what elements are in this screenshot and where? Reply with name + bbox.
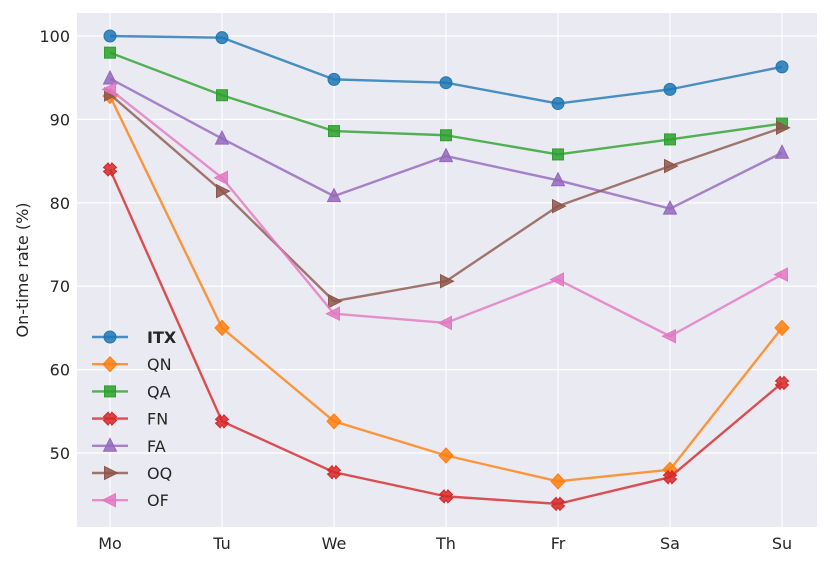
x-tick-label-we: We: [322, 534, 347, 553]
point-qa-fr: [552, 148, 564, 161]
point-qa-th: [440, 129, 452, 142]
point-fn-fr: [550, 496, 566, 512]
legend: ITX QN QA FN FA OQ OF: [92, 328, 177, 510]
point-qn-th: [438, 447, 454, 464]
point-of-we: [325, 306, 340, 322]
point-fa-mo: [102, 69, 118, 85]
point-itx-su: [775, 60, 789, 74]
x-tick-label-tu: Tu: [212, 534, 230, 553]
legend-label-fa: FA: [147, 437, 166, 456]
point-qa-mo: [104, 46, 116, 59]
point-qn-su: [774, 319, 790, 337]
point-itx-tu: [215, 31, 229, 45]
legend-marker-qa: [104, 385, 116, 398]
point-fn-mo: [102, 162, 118, 177]
y-tick-label-90: 90: [50, 110, 70, 129]
y-tick-label-60: 60: [50, 361, 70, 380]
point-fn-tu: [214, 414, 230, 429]
legend-label-fn: FN: [147, 410, 168, 429]
legend-label-oq: OQ: [147, 464, 172, 483]
x-tick-label-th: Th: [435, 534, 456, 553]
y-tick-label-70: 70: [50, 277, 70, 296]
point-qn-we: [326, 413, 342, 430]
point-of-fr: [549, 272, 564, 287]
y-tick-label-100: 100: [39, 27, 70, 46]
point-itx-fr: [551, 97, 565, 111]
point-of-sa: [661, 328, 676, 344]
point-fa-fr: [550, 171, 566, 187]
legend-label-qa: QA: [147, 382, 171, 401]
x-tick-label-su: Su: [772, 534, 792, 553]
series-itx: [103, 29, 789, 111]
legend-marker-fa: [102, 437, 118, 452]
x-tick-label-mo: Mo: [98, 534, 122, 553]
point-fa-tu: [214, 129, 230, 145]
point-fn-sa: [662, 469, 678, 485]
point-fn-th: [438, 489, 454, 504]
point-oq-tu: [216, 183, 231, 199]
legend-marker-oq: [104, 465, 119, 481]
y-tick-label-80: 80: [50, 194, 70, 213]
point-qa-tu: [216, 89, 228, 102]
point-itx-sa: [663, 82, 677, 96]
series-oq: [104, 87, 791, 309]
legend-marker-itx: [103, 330, 117, 344]
series-of: [101, 82, 788, 344]
legend-entry-itx: ITX: [92, 328, 177, 347]
legend-label-qn: QN: [147, 355, 172, 374]
legend-entry-fn: FN: [92, 410, 168, 429]
point-oq-fr: [552, 198, 567, 214]
point-oq-su: [776, 120, 791, 136]
point-fa-th: [438, 147, 454, 163]
legend-marker-qn: [102, 355, 118, 373]
point-qa-sa: [664, 133, 676, 146]
legend-marker-of: [101, 492, 116, 508]
point-qn-tu: [214, 319, 230, 337]
point-qn-fr: [550, 473, 566, 490]
x-tick-label-sa: Sa: [660, 534, 680, 553]
point-fa-we: [326, 187, 342, 203]
point-oq-we: [328, 293, 343, 309]
point-oq-th: [440, 273, 455, 289]
point-fa-sa: [662, 200, 678, 215]
series-layer: [101, 29, 791, 512]
series-fa: [102, 69, 790, 215]
legend-entry-fa: FA: [92, 437, 166, 456]
legend-label-itx: ITX: [147, 328, 177, 347]
point-fn-su: [774, 375, 790, 391]
point-of-mo: [101, 82, 116, 97]
point-fn-we: [326, 464, 342, 480]
legend-entry-qa: QA: [92, 382, 171, 401]
point-of-th: [437, 315, 452, 331]
point-itx-mo: [103, 29, 117, 43]
legend-label-of: OF: [147, 491, 169, 510]
legend-entry-of: OF: [92, 491, 169, 510]
legend-marker-fn: [102, 411, 118, 426]
y-tick-labels: 50 60 70 80 90 100: [39, 27, 70, 463]
point-of-tu: [213, 170, 228, 186]
point-qa-we: [328, 125, 340, 138]
series-fn: [102, 162, 790, 512]
legend-entry-qn: QN: [92, 355, 172, 374]
y-axis-label: On-time rate (%): [13, 202, 32, 337]
point-of-su: [773, 267, 788, 282]
x-tick-labels: Mo Tu We Th Fr Sa Su: [98, 534, 792, 553]
point-oq-sa: [664, 158, 679, 174]
x-tick-label-fr: Fr: [551, 534, 566, 553]
point-fa-su: [774, 144, 790, 159]
y-tick-label-50: 50: [50, 444, 70, 463]
legend-entry-oq: OQ: [92, 464, 172, 483]
point-itx-th: [439, 76, 453, 90]
point-itx-we: [327, 72, 341, 86]
